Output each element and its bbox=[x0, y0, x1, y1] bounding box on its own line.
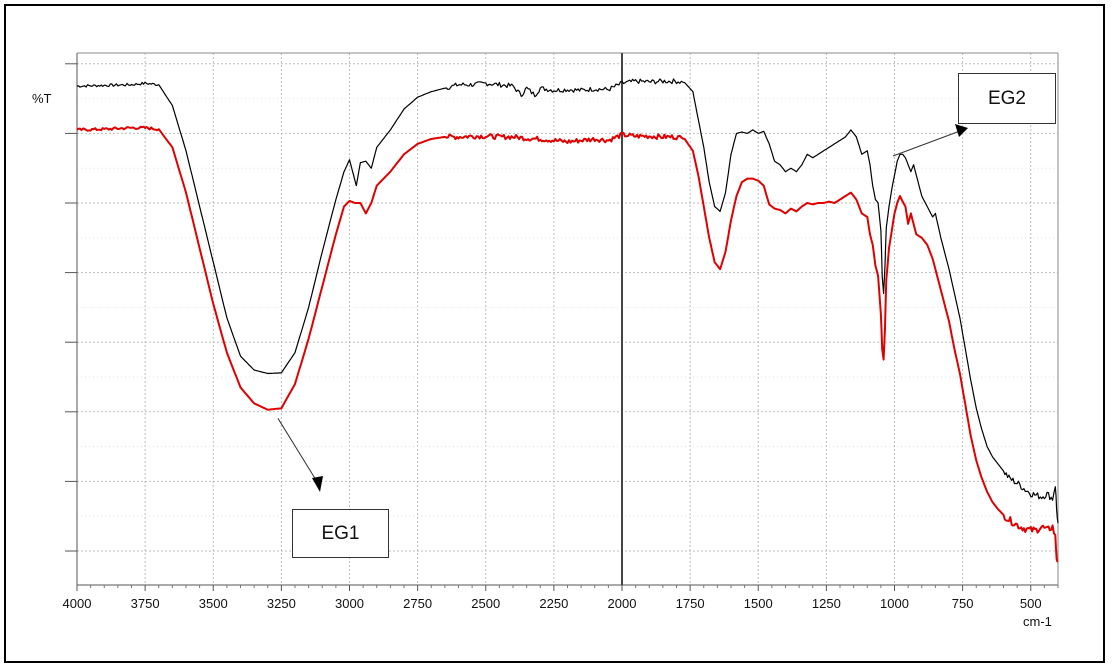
x-tick-label: 1500 bbox=[744, 596, 773, 611]
eg1-callout-label: EG1 bbox=[292, 509, 389, 558]
x-tick-label: 750 bbox=[952, 596, 974, 611]
x-tick-label: 2000 bbox=[608, 596, 637, 611]
x-tick-label: 3750 bbox=[131, 596, 160, 611]
x-tick-label: 2500 bbox=[471, 596, 500, 611]
eg1-arrow-line bbox=[277, 418, 317, 481]
y-axis-label: %T bbox=[32, 91, 52, 106]
x-tick-label: 1750 bbox=[676, 596, 705, 611]
plot-area-background bbox=[77, 53, 1058, 585]
x-tick-label: 2250 bbox=[539, 596, 568, 611]
x-axis-ticks: 4000 3750 3500 3250 3000 2750 2500 2250 2000 1750… bbox=[63, 585, 1059, 611]
x-tick-label: 3500 bbox=[199, 596, 228, 611]
eg1-arrowhead bbox=[312, 476, 323, 492]
x-tick-label: 1250 bbox=[812, 596, 841, 611]
series-line-eg2 bbox=[76, 78, 1059, 524]
x-tick-label: 3250 bbox=[267, 596, 296, 611]
x-tick-label: 500 bbox=[1020, 596, 1042, 611]
x-tick-label: 4000 bbox=[63, 596, 92, 611]
x-tick-label: 3000 bbox=[335, 596, 364, 611]
eg2-arrowhead bbox=[955, 124, 968, 137]
x-axis-unit-label: cm-1 bbox=[1023, 614, 1052, 629]
series-line-eg1 bbox=[76, 125, 1059, 563]
eg2-callout-label: EG2 bbox=[958, 73, 1056, 124]
callout-arrows bbox=[277, 124, 968, 492]
eg2-arrow-line bbox=[892, 130, 961, 157]
series-layer bbox=[76, 78, 1059, 563]
x-tick-label: 2750 bbox=[403, 596, 432, 611]
x-tick-label: 1000 bbox=[880, 596, 909, 611]
